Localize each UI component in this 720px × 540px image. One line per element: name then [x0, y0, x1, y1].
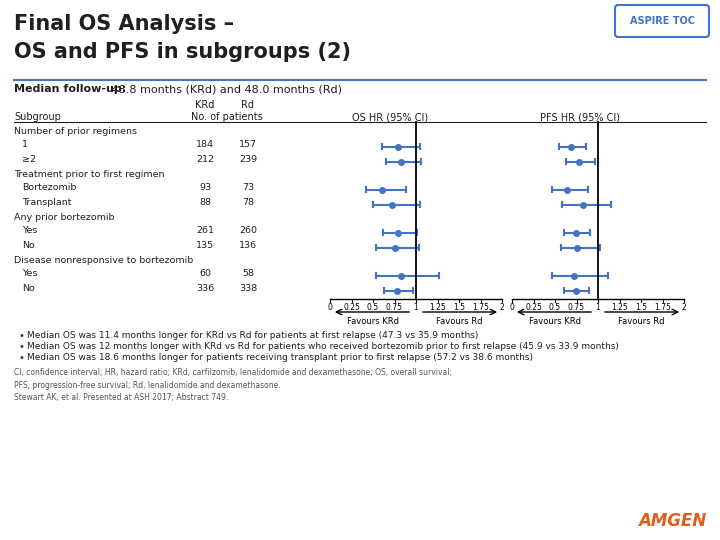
Text: 0.25: 0.25 [525, 303, 542, 312]
Text: 0.25: 0.25 [343, 303, 360, 312]
Text: 184: 184 [196, 140, 214, 149]
Text: Favours Rd: Favours Rd [618, 317, 665, 326]
Text: Transplant: Transplant [22, 198, 71, 207]
Text: Favours Rd: Favours Rd [436, 317, 482, 326]
Text: KRd: KRd [195, 100, 215, 110]
Text: Median OS was 11.4 months longer for KRd vs Rd for patients at first relapse (47: Median OS was 11.4 months longer for KRd… [27, 331, 478, 340]
Text: 1.5: 1.5 [453, 303, 465, 312]
Text: 2: 2 [682, 303, 686, 312]
Text: No. of patients: No. of patients [191, 112, 262, 122]
Text: Yes: Yes [22, 269, 37, 278]
Text: 88: 88 [199, 198, 211, 207]
Text: 1.5: 1.5 [635, 303, 647, 312]
Text: 1.25: 1.25 [611, 303, 628, 312]
Text: 1: 1 [22, 140, 28, 149]
Text: OS and PFS in subgroups (2): OS and PFS in subgroups (2) [14, 42, 351, 62]
Text: Disease nonresponsive to bortezomib: Disease nonresponsive to bortezomib [14, 256, 193, 265]
Text: 1.75: 1.75 [472, 303, 489, 312]
Text: Treatment prior to first regimen: Treatment prior to first regimen [14, 170, 164, 179]
Text: 1: 1 [413, 303, 418, 312]
Text: 60: 60 [199, 269, 211, 278]
Text: ASPIRE TOC: ASPIRE TOC [629, 16, 695, 26]
Text: No: No [22, 241, 35, 250]
Text: •: • [18, 353, 24, 363]
Text: Favours KRd: Favours KRd [529, 317, 581, 326]
Text: Subgroup: Subgroup [14, 112, 61, 122]
Text: 2: 2 [500, 303, 505, 312]
Text: CI, confidence interval; HR, hazard ratio; KRd, carfilzomib, lenalidomide and de: CI, confidence interval; HR, hazard rati… [14, 368, 452, 402]
Text: 78: 78 [242, 198, 254, 207]
Text: 0: 0 [510, 303, 514, 312]
Text: AMGEN: AMGEN [638, 512, 706, 530]
Text: •: • [18, 342, 24, 352]
Text: 1: 1 [595, 303, 600, 312]
Text: 0: 0 [328, 303, 333, 312]
Text: OS HR (95% CI): OS HR (95% CI) [352, 112, 428, 122]
Text: 0.75: 0.75 [568, 303, 585, 312]
Text: Median OS was 18.6 months longer for patients receiving transplant prior to firs: Median OS was 18.6 months longer for pat… [27, 353, 533, 362]
Text: 93: 93 [199, 183, 211, 192]
Text: 73: 73 [242, 183, 254, 192]
Text: Median follow-up:: Median follow-up: [14, 84, 126, 94]
FancyBboxPatch shape [615, 5, 709, 37]
Text: ≥2: ≥2 [22, 155, 36, 164]
Text: 58: 58 [242, 269, 254, 278]
Text: No: No [22, 284, 35, 293]
Text: 1.75: 1.75 [654, 303, 671, 312]
Text: Median OS was 12 months longer with KRd vs Rd for patients who received bortezom: Median OS was 12 months longer with KRd … [27, 342, 619, 351]
Text: Bortezomib: Bortezomib [22, 183, 76, 192]
Text: 0.5: 0.5 [549, 303, 561, 312]
Text: 48.8 months (KRd) and 48.0 months (Rd): 48.8 months (KRd) and 48.0 months (Rd) [108, 84, 342, 94]
Text: 157: 157 [239, 140, 257, 149]
Text: Rd: Rd [241, 100, 254, 110]
Text: 0.75: 0.75 [386, 303, 403, 312]
Text: 0.5: 0.5 [367, 303, 379, 312]
Text: Any prior bortezomib: Any prior bortezomib [14, 213, 114, 222]
Text: Final OS Analysis –: Final OS Analysis – [14, 14, 234, 34]
Text: Favours KRd: Favours KRd [347, 317, 399, 326]
Text: 261: 261 [196, 226, 214, 235]
Text: Number of prior regimens: Number of prior regimens [14, 127, 137, 136]
Text: 212: 212 [196, 155, 214, 164]
Text: 1.25: 1.25 [429, 303, 446, 312]
Text: 260: 260 [239, 226, 257, 235]
Text: 239: 239 [239, 155, 257, 164]
Text: Yes: Yes [22, 226, 37, 235]
Text: 136: 136 [239, 241, 257, 250]
Text: 135: 135 [196, 241, 214, 250]
Text: 336: 336 [196, 284, 214, 293]
Text: •: • [18, 331, 24, 341]
Text: PFS HR (95% CI): PFS HR (95% CI) [540, 112, 620, 122]
Text: 338: 338 [239, 284, 257, 293]
